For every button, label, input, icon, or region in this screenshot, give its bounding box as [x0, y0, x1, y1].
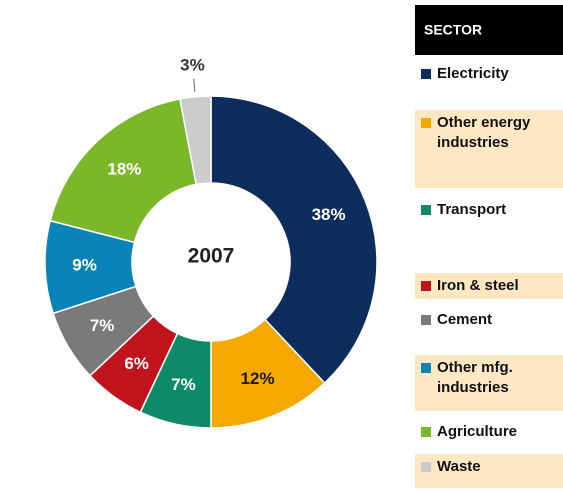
legend-label: Iron & steel	[437, 277, 519, 294]
legend-label: Transport	[437, 201, 506, 218]
legend-label: Waste	[437, 458, 481, 475]
donut-slice	[49, 98, 198, 244]
leader-line	[193, 78, 196, 92]
legend-swatch	[421, 315, 431, 325]
legend-swatch	[421, 363, 431, 373]
legend-row-bg	[415, 110, 563, 188]
legend-label: Electricity	[437, 65, 509, 82]
legend-swatch	[421, 281, 431, 291]
legend-title: SECTOR	[424, 22, 482, 38]
legend-label: Other mfg. industries	[437, 359, 517, 396]
legend-label-line: Other energy	[437, 114, 535, 131]
legend-header	[415, 5, 563, 55]
legend-swatch	[421, 69, 431, 79]
legend-label: Agriculture	[437, 423, 517, 440]
legend-label-line: industries	[437, 134, 509, 151]
legend-swatch	[421, 205, 431, 215]
legend-label: Cement	[437, 311, 492, 328]
legend-label: Other energy industries	[437, 114, 535, 151]
legend-row-bg	[415, 355, 563, 411]
value-label: 7%	[90, 316, 115, 335]
legend-label-line: Other mfg.	[437, 359, 517, 376]
donut-slice	[210, 95, 378, 385]
legend-row-bg	[415, 454, 563, 488]
donut-slice	[179, 95, 212, 186]
value-label: 3%	[180, 55, 205, 74]
value-label: 12%	[241, 369, 275, 388]
value-label: 9%	[72, 255, 97, 274]
value-label: 38%	[312, 205, 346, 224]
value-label: 18%	[107, 159, 141, 178]
legend-row-bg	[415, 273, 563, 299]
value-label: 7%	[171, 375, 196, 394]
legend-swatch	[421, 462, 431, 472]
legend-swatch	[421, 427, 431, 437]
legend-label-line: industries	[437, 379, 509, 396]
value-label: 6%	[124, 354, 149, 373]
legend-swatch	[421, 118, 431, 128]
center-label: 2007	[188, 245, 235, 268]
